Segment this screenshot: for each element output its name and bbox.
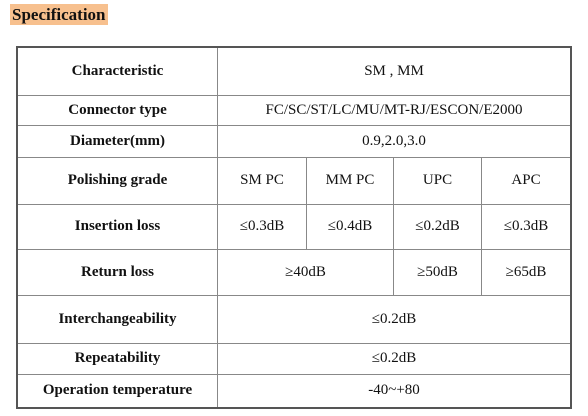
cell: ≤0.4dB [306, 203, 394, 250]
cell: UPC [393, 156, 482, 205]
cell: ≥50dB [393, 248, 482, 296]
cell: ≤0.2dB [393, 203, 482, 250]
cell: ≤0.2dB [217, 294, 572, 344]
cell: APC [481, 156, 572, 205]
row: Repeatability ≤0.2dB [16, 342, 572, 375]
cell: ≤0.2dB [217, 342, 572, 375]
cell: Insertion loss [16, 203, 218, 250]
cell: Characteristic [16, 46, 218, 96]
section-heading: Specification [10, 4, 108, 25]
row: Interchangeability ≤0.2dB [16, 294, 572, 344]
cell: ≥65dB [481, 248, 572, 296]
cell: 0.9,2.0,3.0 [217, 124, 572, 158]
cell: Repeatability [16, 342, 218, 375]
cell: SM PC [217, 156, 307, 205]
cell: MM PC [306, 156, 394, 205]
cell: ≥40dB [217, 248, 394, 296]
cell: Polishing grade [16, 156, 218, 205]
row: Connector type FC/SC/ST/LC/MU/MT-RJ/ESCON… [16, 94, 572, 126]
row: Return loss ≥40dB ≥50dB ≥65dB [16, 248, 572, 296]
cell: FC/SC/ST/LC/MU/MT-RJ/ESCON/E2000 [217, 94, 572, 126]
cell: ≤0.3dB [217, 203, 307, 250]
cell: ≤0.3dB [481, 203, 572, 250]
cell: Return loss [16, 248, 218, 296]
row: Polishing grade SM PC MM PC UPC APC [16, 156, 572, 205]
cell: Diameter(mm) [16, 124, 218, 158]
row: Characteristic SM , MM [16, 46, 572, 96]
cell: Connector type [16, 94, 218, 126]
cell: Operation temperature [16, 373, 218, 409]
spec-table: Characteristic SM , MM Connector type FC/S… [16, 46, 572, 409]
row: Insertion loss ≤0.3dB ≤0.4dB ≤0.2dB ≤0.3dB [16, 203, 572, 250]
row: Diameter(mm) 0.9,2.0,3.0 [16, 124, 572, 158]
cell: SM , MM [217, 46, 572, 96]
row: Operation temperature -40~+80 [16, 373, 572, 409]
cell: -40~+80 [217, 373, 572, 409]
cell: Interchangeability [16, 294, 218, 344]
